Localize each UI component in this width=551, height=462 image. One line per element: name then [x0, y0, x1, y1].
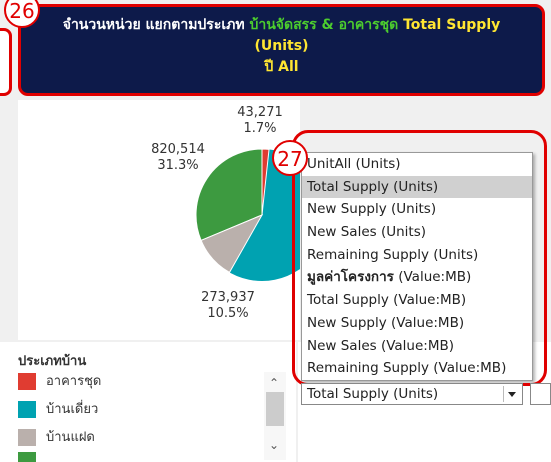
dropdown-option[interactable]: Remaining Supply (Value:MB) [307, 360, 507, 377]
pie-slice [195, 148, 263, 242]
legend-swatch [18, 373, 36, 390]
dropdown-option[interactable]: New Sales (Value:MB) [307, 337, 455, 354]
scroll-up[interactable]: ⌃ [269, 376, 280, 390]
highlight-frame [292, 130, 547, 386]
option-bold: มูลค่าโครงการ [307, 269, 394, 286]
slice-percent: 1.7% [243, 121, 277, 136]
pie-label: 273,937 10.5% [188, 290, 268, 322]
legend-label: อาคารชุด [46, 374, 102, 389]
option-text: (Value:MB) [393, 269, 472, 286]
legend-title: ประเภทบ้าน [18, 354, 87, 369]
legend-label: บ้านแฝด [46, 430, 95, 445]
legend-item: บ้านแฝด [18, 428, 95, 450]
pie-label: 43,271 1.7% [220, 105, 300, 137]
badge: 26 [4, 0, 40, 28]
pie-slice [200, 213, 264, 274]
slice-percent: 10.5% [207, 306, 249, 321]
combo-box[interactable]: Total Supply (Units) [301, 383, 523, 405]
pie-panel: 43,271 1.7% 820,514 31.3% 273,937 10.5% [18, 100, 300, 340]
title-highlight: บ้านจัดสรร & อาคารชุด [249, 17, 399, 33]
legend-swatch [18, 429, 36, 446]
dropdown-option[interactable]: Total Supply (Value:MB) [307, 292, 467, 309]
combo-button[interactable] [530, 383, 551, 405]
dropdown-option[interactable]: New Supply (Value:MB) [307, 314, 465, 331]
scroll-thumb[interactable] [266, 392, 284, 426]
slice-value: 43,271 [237, 105, 283, 120]
title-year: ปี All [264, 59, 299, 75]
title-prefix: จำนวนหน่วย แยกตามประเภท [62, 17, 250, 33]
dropdown-option[interactable]: Remaining Supply (Units) [307, 246, 479, 263]
legend-swatch-partial [18, 452, 36, 462]
dropdown-option[interactable]: UnitAll (Units) [307, 156, 401, 172]
dropdown-list: UnitAll (Units) Total Supply (Units) New S… [301, 152, 533, 381]
header-line-1: จำนวนหน่วย แยกตามประเภท บ้านจัดสรร & อาค… [21, 15, 542, 36]
slice-value: 273,937 [201, 290, 255, 305]
dropdown-option[interactable]: มูลค่าโครงการ (Value:MB) [302, 266, 532, 289]
pie-chart [195, 148, 300, 281]
scrollbar[interactable]: ⌃ ⌄ [264, 372, 286, 460]
combo-value: Total Supply (Units) [307, 386, 439, 402]
combo-button[interactable] [503, 386, 520, 402]
dropdown-option[interactable]: Total Supply (Units) [302, 175, 532, 199]
slice-value: 820,514 [151, 142, 205, 157]
legend-item: บ้านเดี่ยว [18, 400, 98, 422]
title-measure: Total Supply [398, 17, 501, 33]
scroll-down[interactable]: ⌄ [269, 438, 280, 452]
pie-label: 820,514 31.3% [138, 142, 218, 174]
left-panel-edge [0, 28, 12, 96]
dropdown-option[interactable]: New Supply (Units) [307, 201, 437, 218]
slice-percent: 31.3% [157, 158, 199, 173]
title-unit: (Units) [254, 38, 309, 54]
legend-label: บ้านเดี่ยว [46, 402, 99, 417]
legend-swatch [18, 401, 36, 418]
badge: 27 [272, 140, 308, 176]
header: จำนวนหน่วย แยกตามประเภท บ้านจัดสรร & อาค… [18, 4, 545, 96]
legend-panel: ประเภทบ้าน ⌃ ⌄ อาคารชุดบ้านเดี่ยวบ้านแฝด [0, 342, 296, 462]
dropdown-option[interactable]: New Sales (Units) [307, 224, 427, 241]
legend-item: อาคารชุด [18, 372, 101, 394]
